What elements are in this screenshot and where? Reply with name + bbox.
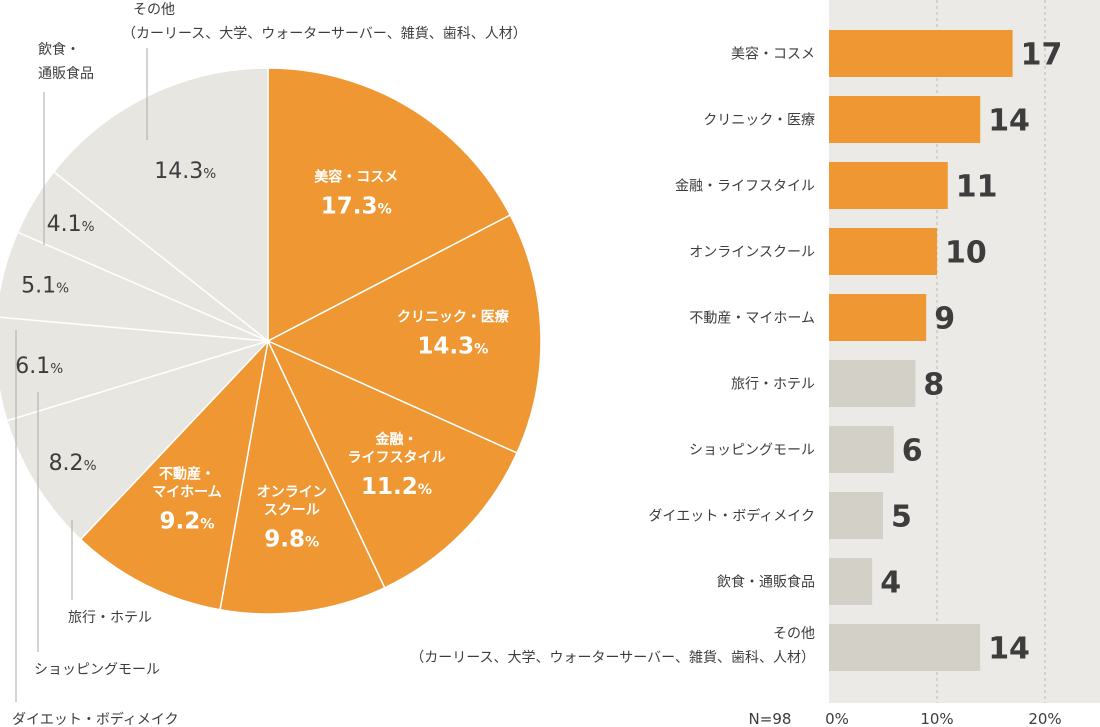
bar-category-label: 美容・コスメ — [731, 46, 815, 63]
pie-value-label: 11.2% — [361, 474, 432, 500]
bar-category-label: その他 — [773, 626, 815, 642]
pie-value-label: 14.3% — [417, 334, 488, 360]
bar — [829, 96, 981, 143]
bar-value-label: 14 — [988, 104, 1030, 139]
bar-category-label: 旅行・ホテル — [731, 377, 815, 393]
pie-value-label: 5.1% — [21, 273, 69, 298]
pie-slice — [0, 316, 269, 422]
bar — [829, 294, 927, 341]
pie-slice-label: クリニック・医療 — [397, 309, 510, 326]
pie-value-label: 8.2% — [49, 451, 97, 476]
pie-slice-label: マイホーム — [152, 485, 222, 501]
pie-value-label: 6.1% — [15, 354, 63, 379]
bar — [829, 624, 981, 671]
bar-chart: 0% 10% 20% N=98 17 美容・コスメ 14 クリニック・医療 11 金融・ライフスタ… — [410, 0, 1100, 727]
bar-value-label: 6 — [902, 434, 923, 469]
pie-slice — [219, 338, 386, 615]
bar — [829, 30, 1013, 77]
pie-outside-label: ショッピングモール — [34, 662, 160, 678]
pie-value-label: 4.1% — [47, 212, 95, 237]
pie-slice — [52, 67, 269, 343]
pie-slice-label: ライフスタイル — [347, 450, 445, 466]
pie-value-label: 14.3% — [154, 159, 216, 184]
pie-outside-label: 通販食品 — [38, 65, 94, 82]
bar-value-label: 9 — [934, 302, 955, 337]
bar — [829, 492, 883, 539]
pie-outside-label: （カーリース、大学、ウォーターサーバー、雑貨、歯科、人材） — [122, 25, 527, 42]
pie-outside-label: 飲食・ — [38, 41, 80, 58]
bar — [829, 426, 894, 473]
bar-category-label: ダイエット・ボディメイク — [648, 508, 815, 525]
bar-category-label: 金融・ライフスタイル — [675, 179, 815, 195]
bar-category-label: 飲食・通販食品 — [717, 574, 815, 591]
pie-slice-label: スクール — [264, 502, 320, 518]
pie-slice-label: 美容・コスメ — [314, 169, 398, 186]
n-label: N=98 — [749, 710, 792, 727]
x-tick-label: 10% — [920, 710, 953, 727]
pie-slice — [266, 339, 518, 589]
pie-slice-label: オンライン — [257, 484, 327, 500]
pie-value-label: 9.2% — [159, 509, 214, 535]
pie-value-label: 9.8% — [264, 526, 319, 552]
pie-value-label: 17.3% — [321, 194, 392, 220]
bar-category-label: （カーリース、大学、ウォーターサーバー、雑貨、歯科、人材） — [410, 649, 815, 666]
bar-category-label: 不動産・マイホーム — [689, 311, 815, 327]
bar-category-label: クリニック・医療 — [703, 112, 815, 129]
bar-value-label: 10 — [945, 236, 987, 271]
x-tick-label: 0% — [825, 710, 849, 727]
bar — [829, 558, 873, 605]
pie-slice — [267, 67, 512, 343]
pie-slice-label: 不動産・ — [159, 466, 215, 483]
pie-outside-label: ダイエット・ボディメイク — [12, 711, 179, 727]
x-tick-label: 20% — [1028, 710, 1061, 727]
bar — [829, 360, 916, 407]
pie-slice — [5, 339, 271, 541]
pie-slice — [266, 214, 542, 454]
bar-category-label: オンラインスクール — [689, 245, 815, 261]
pie-slice — [79, 338, 270, 611]
pie-outside-label: その他 — [133, 2, 175, 18]
bar-value-label: 4 — [880, 566, 901, 601]
bar-value-label: 5 — [891, 500, 912, 535]
bar-value-label: 8 — [923, 368, 944, 403]
bar-value-label: 14 — [988, 632, 1030, 667]
bar-value-label: 17 — [1021, 38, 1063, 73]
bar — [829, 228, 937, 275]
pie-slice-label: 金融・ — [374, 431, 417, 448]
bar-value-label: 11 — [956, 170, 998, 205]
pie-chart: 美容・コスメ 17.3% クリニック・医療 14.3% 金融・ライフスタイル 11.2% オ… — [0, 2, 542, 727]
bar — [829, 162, 948, 209]
bar-category-label: ショッピングモール — [689, 443, 815, 459]
pie-outside-label: 旅行・ホテル — [68, 610, 152, 626]
